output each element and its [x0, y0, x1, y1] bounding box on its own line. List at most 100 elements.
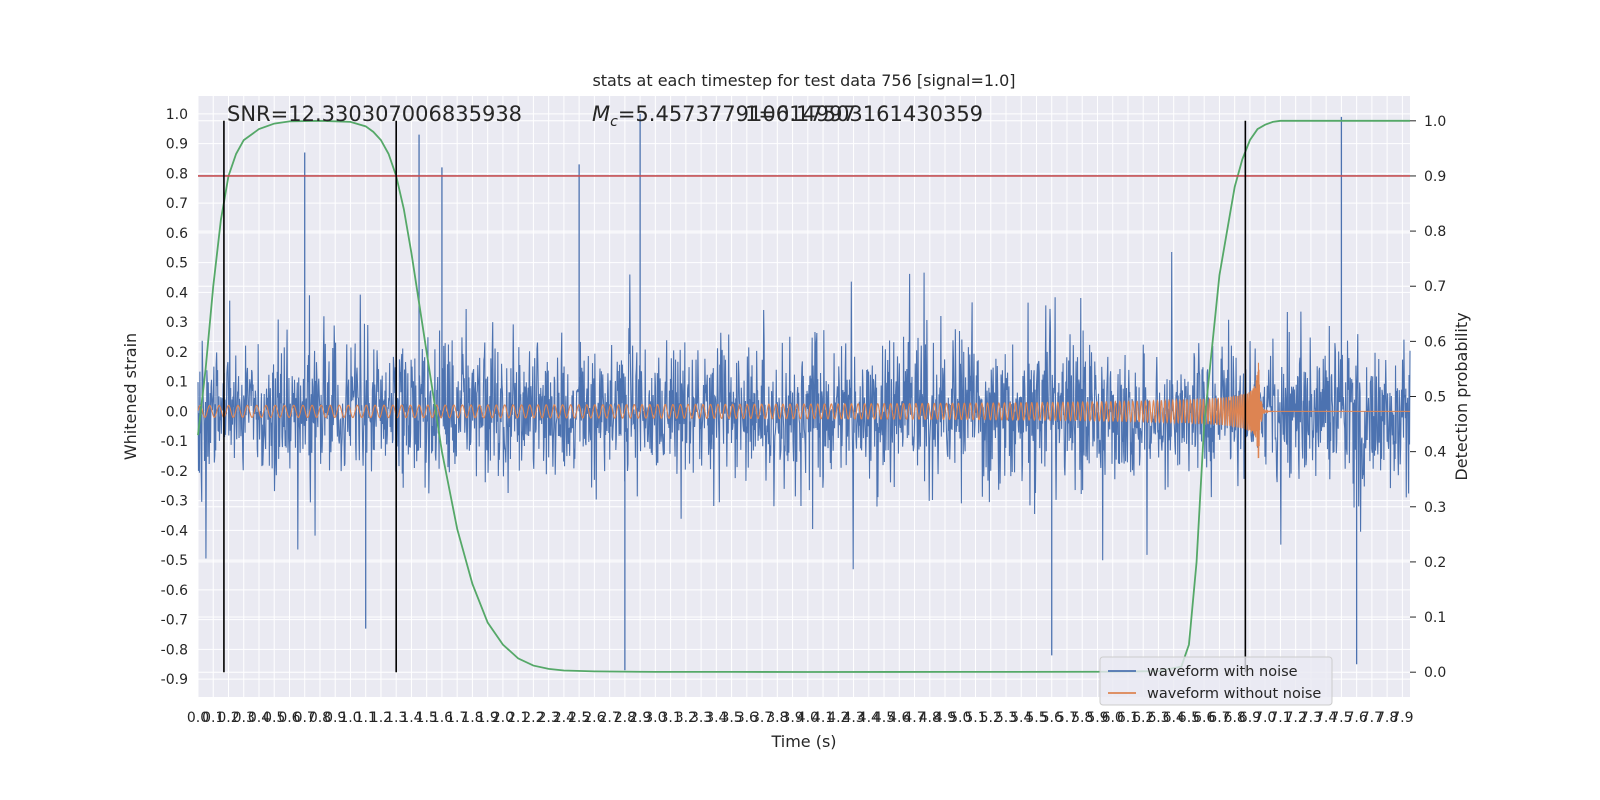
- x-tick-label: 4.4: [858, 710, 880, 726]
- legend-label-without-noise: waveform without noise: [1147, 686, 1321, 702]
- x-tick-label: 7.0: [1254, 710, 1276, 726]
- y-tick-label: -0.9: [161, 672, 188, 688]
- x-tick-label: 7.6: [1346, 710, 1368, 726]
- x-tick-label: 4.9: [934, 710, 956, 726]
- y-tick-label: -0.2: [161, 464, 188, 480]
- y2-tick-label: 0.9: [1424, 169, 1446, 185]
- series-detection-probability: [197, 119, 1410, 673]
- y2-tick-label: 0.8: [1424, 224, 1446, 240]
- x-tick-label: 7.4: [1315, 710, 1337, 726]
- y-tick-label: 0.5: [166, 256, 188, 272]
- x-tick-label: 2.4: [553, 710, 575, 726]
- x-tick-label: 1.0: [339, 710, 361, 726]
- probability-trace: [197, 119, 1410, 673]
- y-tick-label: -0.1: [161, 434, 188, 450]
- y2-tick-label: 0.2: [1424, 555, 1446, 571]
- x-tick-label: 6.6: [1193, 710, 1215, 726]
- y2-tick-label: 0.5: [1424, 390, 1446, 406]
- x-tick-label: 5.4: [1010, 710, 1032, 726]
- annotation-overlap: 1=0.17503161430359: [745, 102, 983, 126]
- x-tick-label: 6.8: [1224, 710, 1246, 726]
- y-tick-label: 0.1: [166, 375, 188, 391]
- x-tick-label: 5.7: [1056, 710, 1078, 726]
- x-tick-label: 1.2: [370, 710, 392, 726]
- x-tick-label: 0.5: [263, 710, 285, 726]
- y2-tick-label: 0.1: [1424, 610, 1446, 626]
- annotation-chirp-mass-symbol: M: [592, 102, 610, 126]
- annotation-chirp-mass-value: =5.457377910614997: [618, 102, 856, 126]
- annotation-chirp-mass: Mc=5.457377910614997: [592, 102, 856, 130]
- x-tick-label: 3.2: [675, 710, 697, 726]
- x-tick-label: 4.1: [812, 710, 834, 726]
- x-tick-label: 2.8: [614, 710, 636, 726]
- y2-tick-label: 0.7: [1424, 279, 1446, 295]
- legend-box: [1099, 656, 1333, 706]
- x-tick-label: 6.2: [1132, 710, 1154, 726]
- y-tick-label: -0.6: [161, 583, 188, 599]
- x-tick-label: 1.3: [385, 710, 407, 726]
- y-tick-label: 0.4: [166, 285, 188, 301]
- x-tick-label: 4.0: [797, 710, 819, 726]
- y2-tick-label: 0.4: [1424, 445, 1446, 461]
- x-tick-label: 6.4: [1163, 710, 1185, 726]
- x-tick-label: 2.0: [492, 710, 514, 726]
- x-tick-label: 3.6: [736, 710, 758, 726]
- x-tick-label: 2.6: [583, 710, 605, 726]
- x-tick-label: 5.9: [1086, 710, 1108, 726]
- x-tick-label: 1.1: [355, 710, 377, 726]
- x-tick-label: 1.7: [446, 710, 468, 726]
- x-tick-label: 5.8: [1071, 710, 1093, 726]
- x-tick-label: 7.7: [1361, 710, 1383, 726]
- x-tick-label: 5.2: [980, 710, 1002, 726]
- y-tick-label: 0.9: [166, 137, 188, 153]
- x-tick-label: 0.1: [202, 710, 224, 726]
- x-tick-label: 2.7: [598, 710, 620, 726]
- annotation-snr: SNR=12.330307006835938: [227, 102, 522, 126]
- x-tick-label: 4.2: [827, 710, 849, 726]
- y2-tick-label: 0.6: [1424, 334, 1446, 350]
- x-tick-label: 3.9: [781, 710, 803, 726]
- x-tick-label: 6.1: [1117, 710, 1139, 726]
- x-tick-label: 3.4: [705, 710, 727, 726]
- y-tick-label: 0.6: [166, 226, 188, 242]
- x-tick-label: 0.7: [294, 710, 316, 726]
- x-tick-label: 3.7: [751, 710, 773, 726]
- y-tick-label: 0.8: [166, 166, 188, 182]
- annotation-chirp-mass-subscript: c: [610, 114, 618, 130]
- x-tick-label: 0.8: [309, 710, 331, 726]
- x-tick-label: 6.5: [1178, 710, 1200, 726]
- legend: waveform with noise waveform without noi…: [1099, 656, 1333, 706]
- x-tick-label: 2.3: [538, 710, 560, 726]
- x-tick-label: 2.9: [629, 710, 651, 726]
- x-tick-label: 7.3: [1300, 710, 1322, 726]
- y-axis-ticks: -0.9 -0.8 -0.7 -0.6 -0.5 -0.4 -0.3 -0.2 -0.1 0.0 0…: [161, 107, 188, 688]
- y-tick-label: 0.0: [166, 404, 188, 420]
- x-tick-label: 5.3: [995, 710, 1017, 726]
- x-axis-ticks: 0.00.10.20.30.40.50.60.70.80.91.01.11.21…: [187, 710, 1414, 726]
- x-tick-label: 0.4: [248, 710, 270, 726]
- x-tick-label: 7.1: [1269, 710, 1291, 726]
- x-tick-label: 2.2: [522, 710, 544, 726]
- x-tick-label: 1.4: [400, 710, 422, 726]
- x-tick-label: 0.6: [278, 710, 300, 726]
- y-tick-label: 0.7: [166, 196, 188, 212]
- x-tick-label: 3.0: [644, 710, 666, 726]
- x-tick-label: 2.1: [507, 710, 529, 726]
- x-tick-label: 4.6: [888, 710, 910, 726]
- x-tick-label: 0.9: [324, 710, 346, 726]
- y2-tick-label: 0.3: [1424, 500, 1446, 516]
- x-tick-label: 3.5: [720, 710, 742, 726]
- x-tick-label: 3.8: [766, 710, 788, 726]
- x-tick-label: 6.0: [1102, 710, 1124, 726]
- x-tick-label: 5.1: [964, 710, 986, 726]
- vertical-markers: [223, 120, 1247, 673]
- y-tick-label: 0.3: [166, 315, 188, 331]
- x-tick-label: 7.8: [1376, 710, 1398, 726]
- x-tick-label: 4.3: [842, 710, 864, 726]
- x-tick-label: 1.9: [477, 710, 499, 726]
- x-tick-label: 6.3: [1147, 710, 1169, 726]
- x-tick-label: 3.1: [659, 710, 681, 726]
- x-tick-label: 0.0: [187, 710, 209, 726]
- y-tick-label: -0.3: [161, 494, 188, 510]
